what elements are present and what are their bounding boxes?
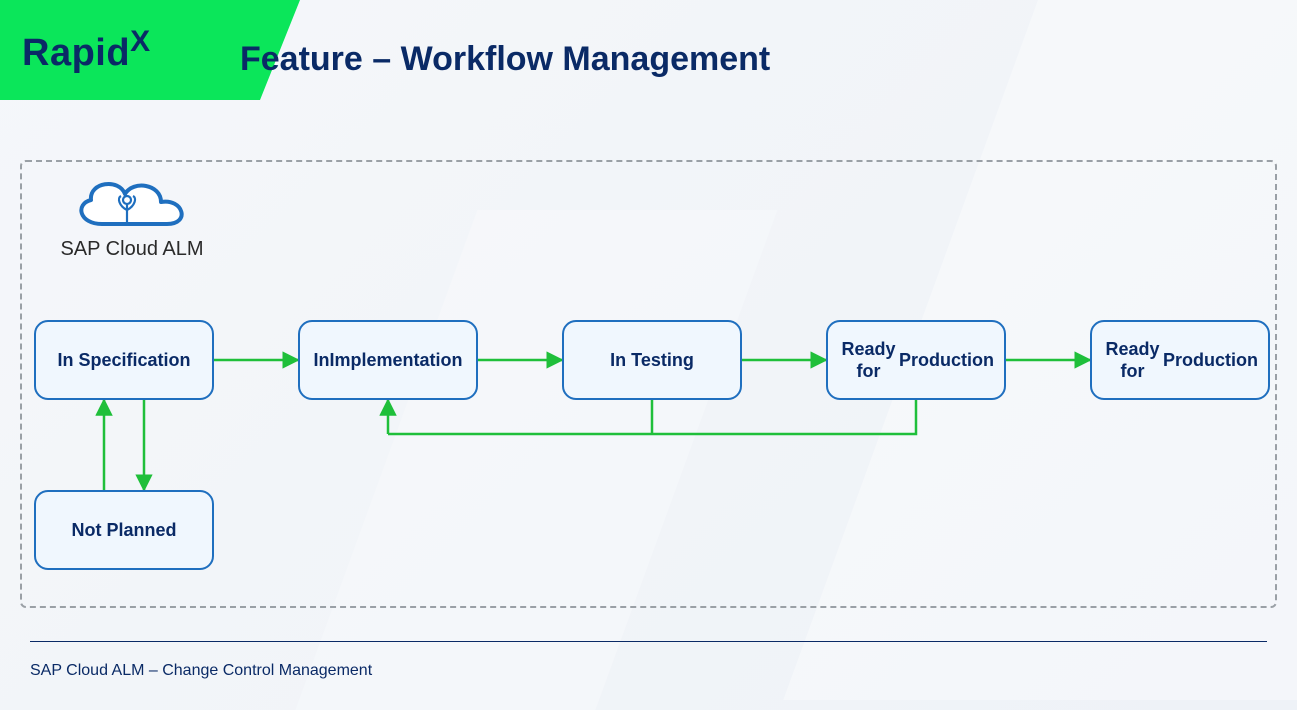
workflow-node-ready2: Ready forProduction [1090, 320, 1270, 400]
workflow-node-notpl: Not Planned [34, 490, 214, 570]
sap-cloud-alm-label: SAP Cloud ALM [32, 238, 232, 261]
footer-text: SAP Cloud ALM – Change Control Managemen… [30, 662, 372, 680]
workflow-node-test: In Testing [562, 320, 742, 400]
workflow-node-impl: InImplementation [298, 320, 478, 400]
workflow-diagram: SAP Cloud ALM In Specification InImplemen… [20, 160, 1277, 608]
workflow-node-spec: In Specification [34, 320, 214, 400]
page-title: Feature – Workflow Management [240, 40, 770, 79]
brand-prefix: Rapid [22, 32, 130, 74]
header: RapidX Feature – Workflow Management [0, 0, 1297, 100]
brand-suffix: X [130, 25, 151, 58]
workflow-node-ready1: Ready forProduction [826, 320, 1006, 400]
brand-logo-text: RapidX [22, 25, 151, 75]
sap-cloud-alm-logo: SAP Cloud ALM [32, 174, 232, 261]
brand-banner: RapidX [0, 0, 260, 100]
footer-divider [30, 641, 1267, 642]
cloud-icon [67, 174, 197, 239]
